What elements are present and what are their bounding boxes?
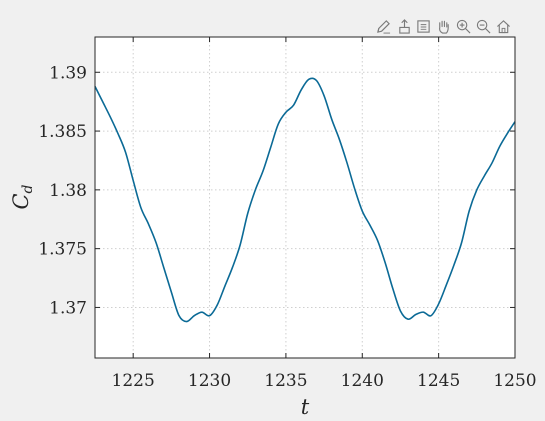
- axes-box: [94, 36, 516, 359]
- y-tick-label: 1.385: [38, 122, 87, 142]
- x-axis-label: t: [301, 395, 310, 419]
- legend-icon[interactable]: [415, 16, 432, 36]
- home-icon[interactable]: [495, 16, 512, 36]
- axes-toolbar: [375, 16, 515, 36]
- plot-area: [95, 37, 515, 358]
- x-tick-label: 1225: [112, 371, 155, 391]
- ticks: [95, 37, 516, 358]
- x-tick-label: 1250: [493, 371, 536, 391]
- x-tick-label: 1240: [341, 371, 384, 391]
- x-tick-label: 1245: [417, 371, 460, 391]
- series-line: [94, 77, 516, 323]
- y-tick-label: 1.39: [49, 63, 87, 83]
- x-tick-label: 1235: [264, 371, 307, 391]
- pan-icon[interactable]: [435, 16, 452, 36]
- y-tick-label: 1.38: [49, 181, 87, 201]
- zoom-out-icon[interactable]: [475, 16, 492, 36]
- y-axis-label: Cd: [9, 184, 36, 209]
- y-tick-labels: 1.37 1.375 1.38 1.385 1.39: [38, 63, 87, 318]
- brush-icon[interactable]: [375, 16, 392, 36]
- y-tick-label: 1.375: [38, 240, 87, 260]
- x-tick-labels: 1225 1230 1235 1240 1245 1250: [112, 371, 537, 391]
- zoom-in-icon[interactable]: [455, 16, 472, 36]
- y-tick-label: 1.37: [49, 298, 87, 318]
- series-group: [94, 77, 516, 323]
- export-icon[interactable]: [396, 16, 413, 36]
- x-tick-label: 1230: [188, 371, 231, 391]
